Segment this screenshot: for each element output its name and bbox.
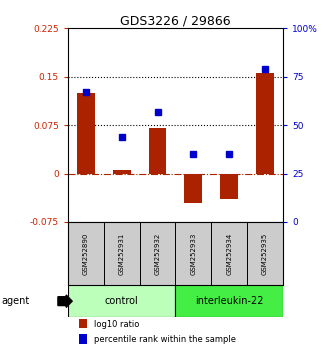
Text: control: control xyxy=(105,296,138,306)
Title: GDS3226 / 29866: GDS3226 / 29866 xyxy=(120,14,231,27)
Bar xyxy=(68,285,175,317)
Text: interleukin-22: interleukin-22 xyxy=(195,296,263,306)
Bar xyxy=(149,129,166,173)
Text: log10 ratio: log10 ratio xyxy=(94,320,139,329)
Bar xyxy=(78,319,87,329)
Text: GSM252933: GSM252933 xyxy=(190,233,196,275)
Text: GSM252934: GSM252934 xyxy=(226,233,232,275)
Text: percentile rank within the sample: percentile rank within the sample xyxy=(94,335,236,344)
Bar xyxy=(184,173,202,202)
Text: GSM252935: GSM252935 xyxy=(262,233,268,275)
Text: GSM252932: GSM252932 xyxy=(155,233,161,275)
Bar xyxy=(77,93,95,173)
Bar xyxy=(220,173,238,199)
Text: agent: agent xyxy=(2,296,30,306)
Bar xyxy=(113,170,131,173)
Text: GSM252931: GSM252931 xyxy=(118,233,125,275)
Text: GSM252890: GSM252890 xyxy=(83,233,89,275)
Bar xyxy=(175,285,283,317)
Bar xyxy=(256,74,274,173)
Bar xyxy=(78,334,87,344)
